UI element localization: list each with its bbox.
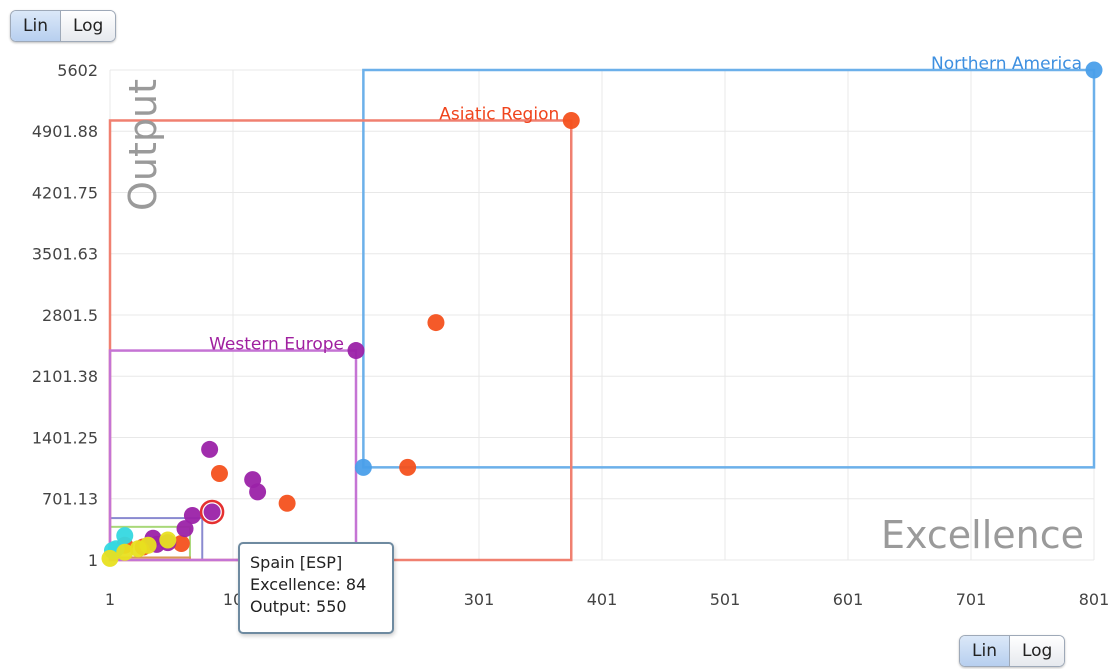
lin-button-top[interactable]: Lin bbox=[11, 11, 60, 41]
data-point bbox=[427, 314, 445, 332]
region-label-asiatic-region: Asiatic Region bbox=[439, 104, 559, 124]
x-tick-label: 301 bbox=[464, 590, 495, 609]
scale-toggle-bottom: Lin Log bbox=[959, 635, 1066, 667]
scale-toggle-top: Lin Log bbox=[10, 10, 117, 42]
tooltip-excellence: Excellence: 84 bbox=[250, 575, 367, 594]
y-axis-label: Output bbox=[121, 79, 165, 211]
highlighted-point-ring bbox=[199, 499, 225, 525]
region-box-northern-america bbox=[362, 68, 1096, 469]
y-tick-label: 4201.75 bbox=[32, 184, 98, 203]
x-tick-label: 1 bbox=[105, 590, 115, 609]
x-tick-label: 501 bbox=[710, 590, 741, 609]
tooltip-title: Spain [ESP] bbox=[250, 553, 343, 572]
data-point bbox=[249, 483, 267, 501]
data-point bbox=[210, 464, 228, 482]
data-point bbox=[176, 520, 194, 538]
data-point bbox=[562, 111, 580, 129]
x-tick-label: 401 bbox=[587, 590, 618, 609]
tick-labels: 1 10 301 401 501 601 701 8011701.131401.252101.… bbox=[32, 61, 1109, 609]
y-tick-label: 1401.25 bbox=[32, 429, 98, 448]
data-point bbox=[172, 534, 190, 552]
data-points bbox=[101, 61, 1103, 567]
y-tick-label: 2101.38 bbox=[32, 367, 98, 386]
x-tick-label: 701 bbox=[956, 590, 987, 609]
data-point bbox=[203, 503, 221, 521]
log-button-bottom[interactable]: Log bbox=[1008, 636, 1065, 666]
lin-button-bottom[interactable]: Lin bbox=[960, 636, 1009, 666]
data-point bbox=[278, 494, 296, 512]
log-button-top[interactable]: Log bbox=[59, 11, 116, 41]
region-boxes bbox=[108, 68, 1096, 562]
point-tooltip: Spain [ESP] Excellence: 84 Output: 550 bbox=[238, 542, 394, 634]
y-tick-label: 4901.88 bbox=[32, 122, 98, 141]
data-point bbox=[347, 342, 365, 360]
data-point bbox=[201, 440, 219, 458]
data-point bbox=[354, 458, 372, 476]
y-tick-label: 2801.5 bbox=[42, 306, 98, 325]
data-point bbox=[129, 540, 147, 558]
x-axis-label: Excellence bbox=[881, 513, 1084, 557]
y-tick-label: 1 bbox=[88, 551, 98, 570]
y-tick-label: 3501.63 bbox=[32, 245, 98, 264]
region-label-northern-america: Northern America bbox=[931, 54, 1082, 74]
data-point bbox=[159, 531, 177, 549]
region-labels: Northern America Asiatic Region Western Eu… bbox=[209, 54, 1082, 355]
y-tick-label: 701.13 bbox=[42, 490, 98, 509]
data-point bbox=[183, 506, 201, 524]
data-point bbox=[1085, 61, 1103, 79]
x-tick-label: 801 bbox=[1079, 590, 1110, 609]
data-point bbox=[116, 527, 134, 545]
data-point bbox=[399, 458, 417, 476]
x-tick-label: 601 bbox=[833, 590, 864, 609]
data-point bbox=[101, 549, 119, 567]
region-label-western-europe: Western Europe bbox=[209, 335, 344, 355]
region-box-western-europe bbox=[108, 349, 358, 562]
data-point bbox=[116, 543, 134, 561]
y-tick-label: 5602 bbox=[57, 61, 98, 80]
tooltip-output: Output: 550 bbox=[250, 597, 347, 616]
